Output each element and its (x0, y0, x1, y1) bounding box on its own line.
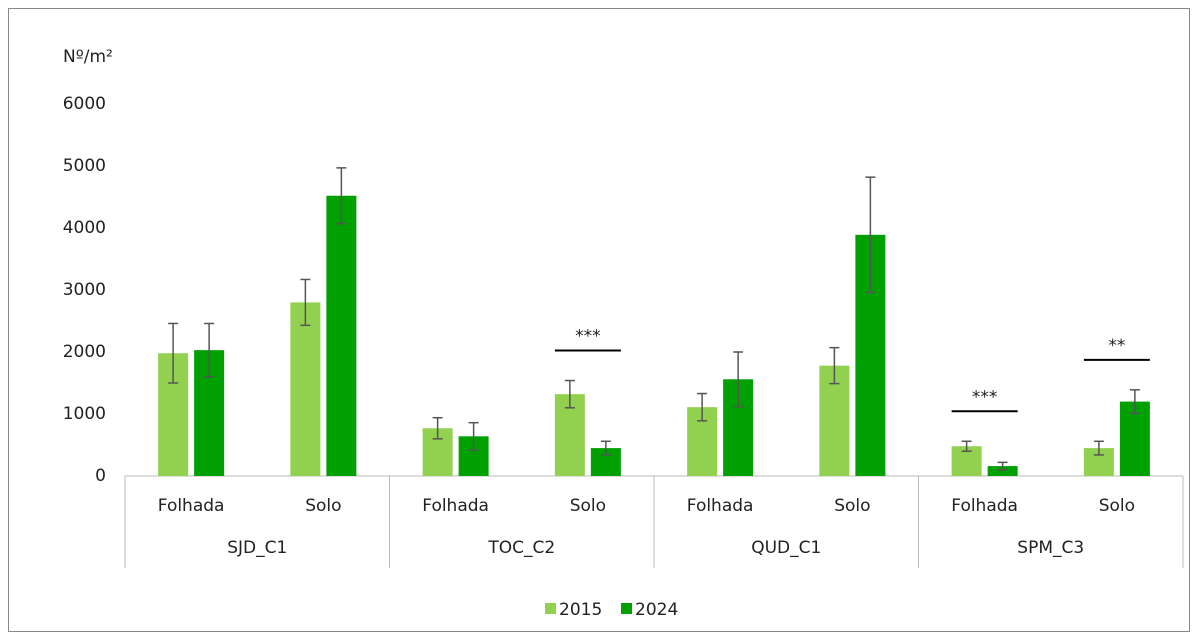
y-tick-label: 5000 (63, 156, 106, 176)
x-tick-label: Solo (834, 496, 870, 516)
bar (290, 302, 321, 476)
y-tick-label: 2000 (63, 342, 106, 362)
y-tick-label: 6000 (63, 94, 106, 114)
bar (987, 466, 1018, 476)
y-tick-label: 1000 (63, 404, 106, 424)
x-tick-label: Solo (570, 496, 606, 516)
y-tick-label: 4000 (63, 218, 106, 238)
y-tick-label: 0 (95, 466, 106, 486)
x-tick-label: Folhada (951, 496, 1018, 516)
group-label: TOC_C2 (487, 538, 555, 558)
significance-label: *** (972, 387, 998, 407)
legend-label: 2024 (635, 600, 678, 620)
x-tick-label: Folhada (422, 496, 489, 516)
x-tick-label: Solo (305, 496, 341, 516)
x-tick-label: Solo (1099, 496, 1135, 516)
x-tick-label: Folhada (687, 496, 754, 516)
significance-label: ** (1108, 336, 1125, 356)
legend-swatch (545, 603, 556, 614)
group-label: SPM_C3 (1017, 538, 1084, 558)
group-label: SJD_C1 (227, 538, 287, 558)
chart-border (8, 8, 1190, 632)
significance-label: *** (575, 327, 601, 347)
bar (326, 195, 357, 476)
y-tick-label: 3000 (63, 280, 106, 300)
y-axis-label: Nº/m² (63, 47, 113, 67)
group-label: QUD_C1 (751, 538, 821, 558)
x-tick-label: Folhada (158, 496, 225, 516)
legend-label: 2015 (559, 600, 602, 620)
legend-swatch (621, 603, 632, 614)
